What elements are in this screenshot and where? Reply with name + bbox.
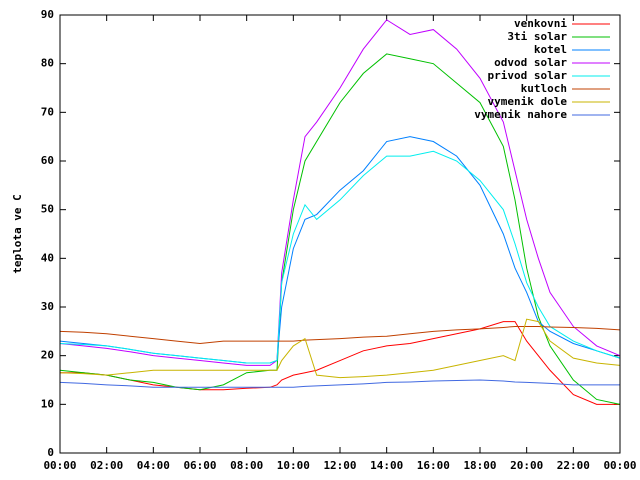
y-tick-label: 50 [41,203,54,216]
y-axis-label: teplota ve C [11,194,24,273]
y-tick-label: 10 [41,397,54,410]
y-tick-label: 20 [41,349,54,362]
y-tick-label: 60 [41,154,54,167]
legend-label: vymenik nahore [474,108,567,121]
series-line [59,150,621,364]
y-tick-label: 40 [41,251,54,264]
x-tick-label: 06:00 [183,459,216,472]
x-tick-label: 20:00 [510,459,543,472]
x-tick-label: 10:00 [277,459,310,472]
y-tick-label: 70 [41,105,54,118]
x-tick-label: 14:00 [370,459,403,472]
y-tick-label: 30 [41,300,54,313]
legend-label: vymenik dole [488,95,568,108]
legend-label: odvod solar [494,56,567,69]
x-tick-label: 00:00 [603,459,636,472]
legend-label: 3ti solar [507,30,567,43]
x-tick-label: 16:00 [417,459,450,472]
series-line [59,318,621,379]
x-tick-label: 02:00 [90,459,123,472]
y-tick-label: 0 [47,446,54,459]
x-tick-label: 18:00 [463,459,496,472]
legend-label: kotel [534,43,567,56]
x-tick-label: 04:00 [137,459,170,472]
x-tick-label: 08:00 [230,459,263,472]
x-tick-label: 22:00 [557,459,590,472]
series-line [59,379,620,388]
x-tick-label: 12:00 [323,459,356,472]
legend-label: venkovni [514,17,567,30]
x-tick-label: 00:00 [43,459,76,472]
series-line [59,19,621,366]
y-tick-label: 80 [41,57,54,70]
plot-frame [59,14,621,454]
legend-label: kutloch [521,82,567,95]
legend-label: privod solar [488,69,568,82]
series-line [59,325,621,345]
y-tick-label: 90 [41,8,54,21]
series-line [59,53,621,405]
